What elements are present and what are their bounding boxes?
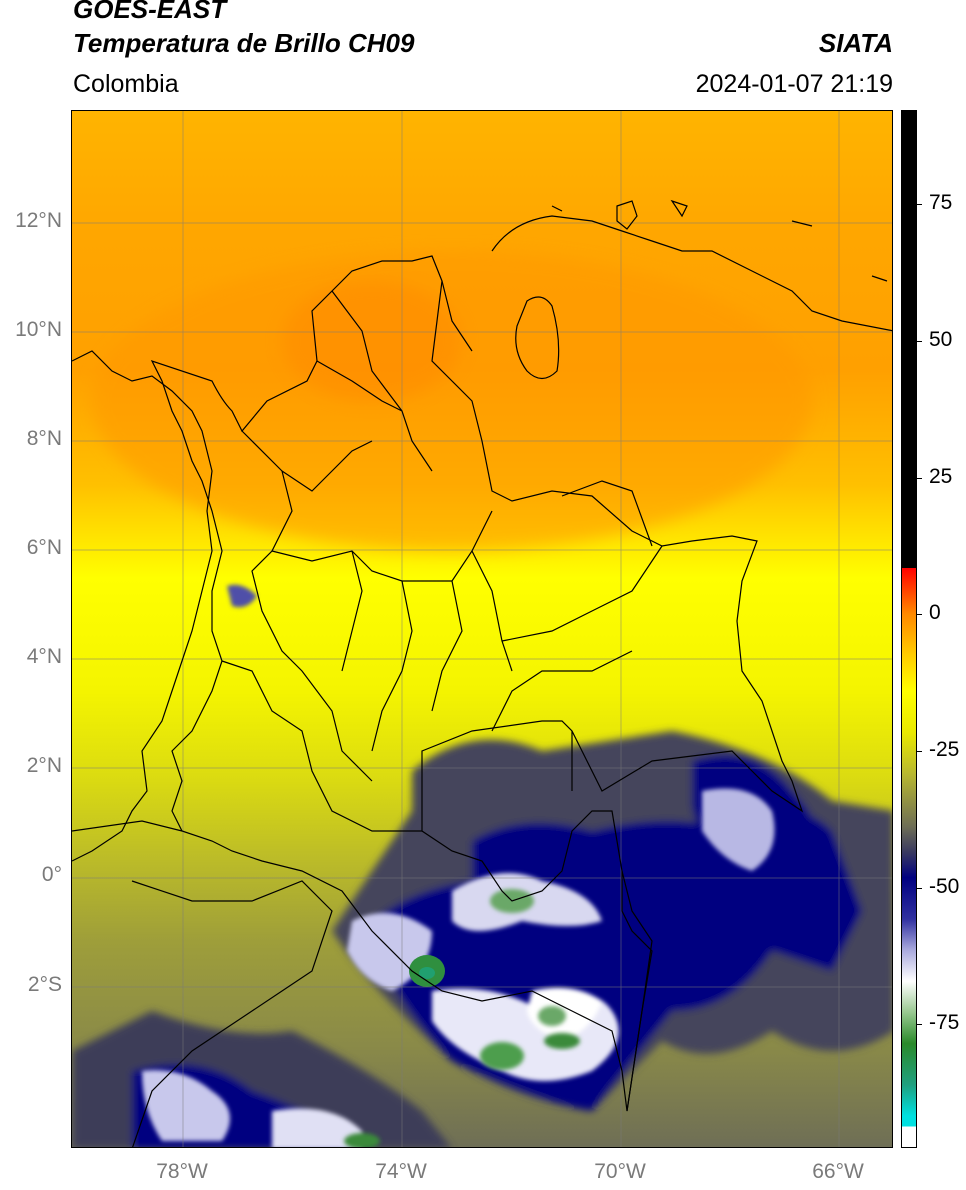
lon-tick-label: 66°W	[812, 1160, 864, 1183]
lon-tick-label: 70°W	[594, 1160, 646, 1183]
lat-tick-label: 6°N	[26, 536, 62, 559]
lat-tick-label: 8°N	[26, 427, 62, 450]
colorbar-tick-label: 0	[929, 601, 941, 624]
lake-maracaibo	[515, 296, 560, 380]
ecuador-peru-border	[72, 820, 333, 1147]
islands	[551, 199, 888, 282]
department-borders	[221, 280, 663, 832]
colorbar-tick	[917, 751, 922, 752]
colorbar-tick	[917, 614, 922, 615]
graticule	[72, 111, 892, 1147]
colorbar-tick-label: 25	[929, 465, 953, 488]
colorbar-tick	[917, 1024, 922, 1025]
satellite-title: GOES-EAST	[73, 0, 227, 24]
venezuela-coast	[491, 215, 892, 332]
borders	[72, 199, 892, 1147]
colorbar-tick	[917, 341, 922, 342]
lon-tick-label: 78°W	[156, 1160, 208, 1183]
lat-tick-label: 2°N	[26, 754, 62, 777]
lat-tick-label: 0°	[41, 863, 62, 886]
coldest-cores	[344, 889, 580, 1147]
colorbar-tick-label: -50	[929, 875, 960, 898]
timestamp-label: 2024-01-07 21:19	[695, 70, 893, 98]
lat-tick-label: 10°N	[15, 318, 62, 341]
lat-tick-label: 12°N	[15, 209, 62, 232]
temperature-colorbar	[901, 110, 917, 1148]
product-title: Temperatura de Brillo CH09	[73, 28, 415, 58]
lon-tick-label: 74°W	[375, 1160, 427, 1183]
region-label: Colombia	[73, 70, 179, 98]
lat-tick-label: 2°S	[27, 973, 62, 996]
agency-label: SIATA	[818, 28, 893, 58]
brightness-temperature-map[interactable]	[71, 110, 893, 1148]
colorbar-tick-label: -75	[929, 1011, 960, 1034]
brazil-peru-border	[621, 870, 653, 1112]
warm-region	[92, 251, 812, 551]
warm-region	[282, 281, 462, 401]
colorbar-tick-label: -25	[929, 738, 960, 761]
colorbar-tick	[917, 204, 922, 205]
colombia-outline	[150, 255, 804, 1112]
colorbar-tick	[917, 888, 922, 889]
pacific-coast	[72, 350, 213, 862]
colorbar-tick	[917, 478, 922, 479]
colorbar-tick-label: 50	[929, 328, 953, 351]
colorbar-tick-label: 75	[929, 191, 953, 214]
lat-tick-label: 4°N	[26, 645, 62, 668]
venezuela-colombia-border	[561, 480, 653, 547]
